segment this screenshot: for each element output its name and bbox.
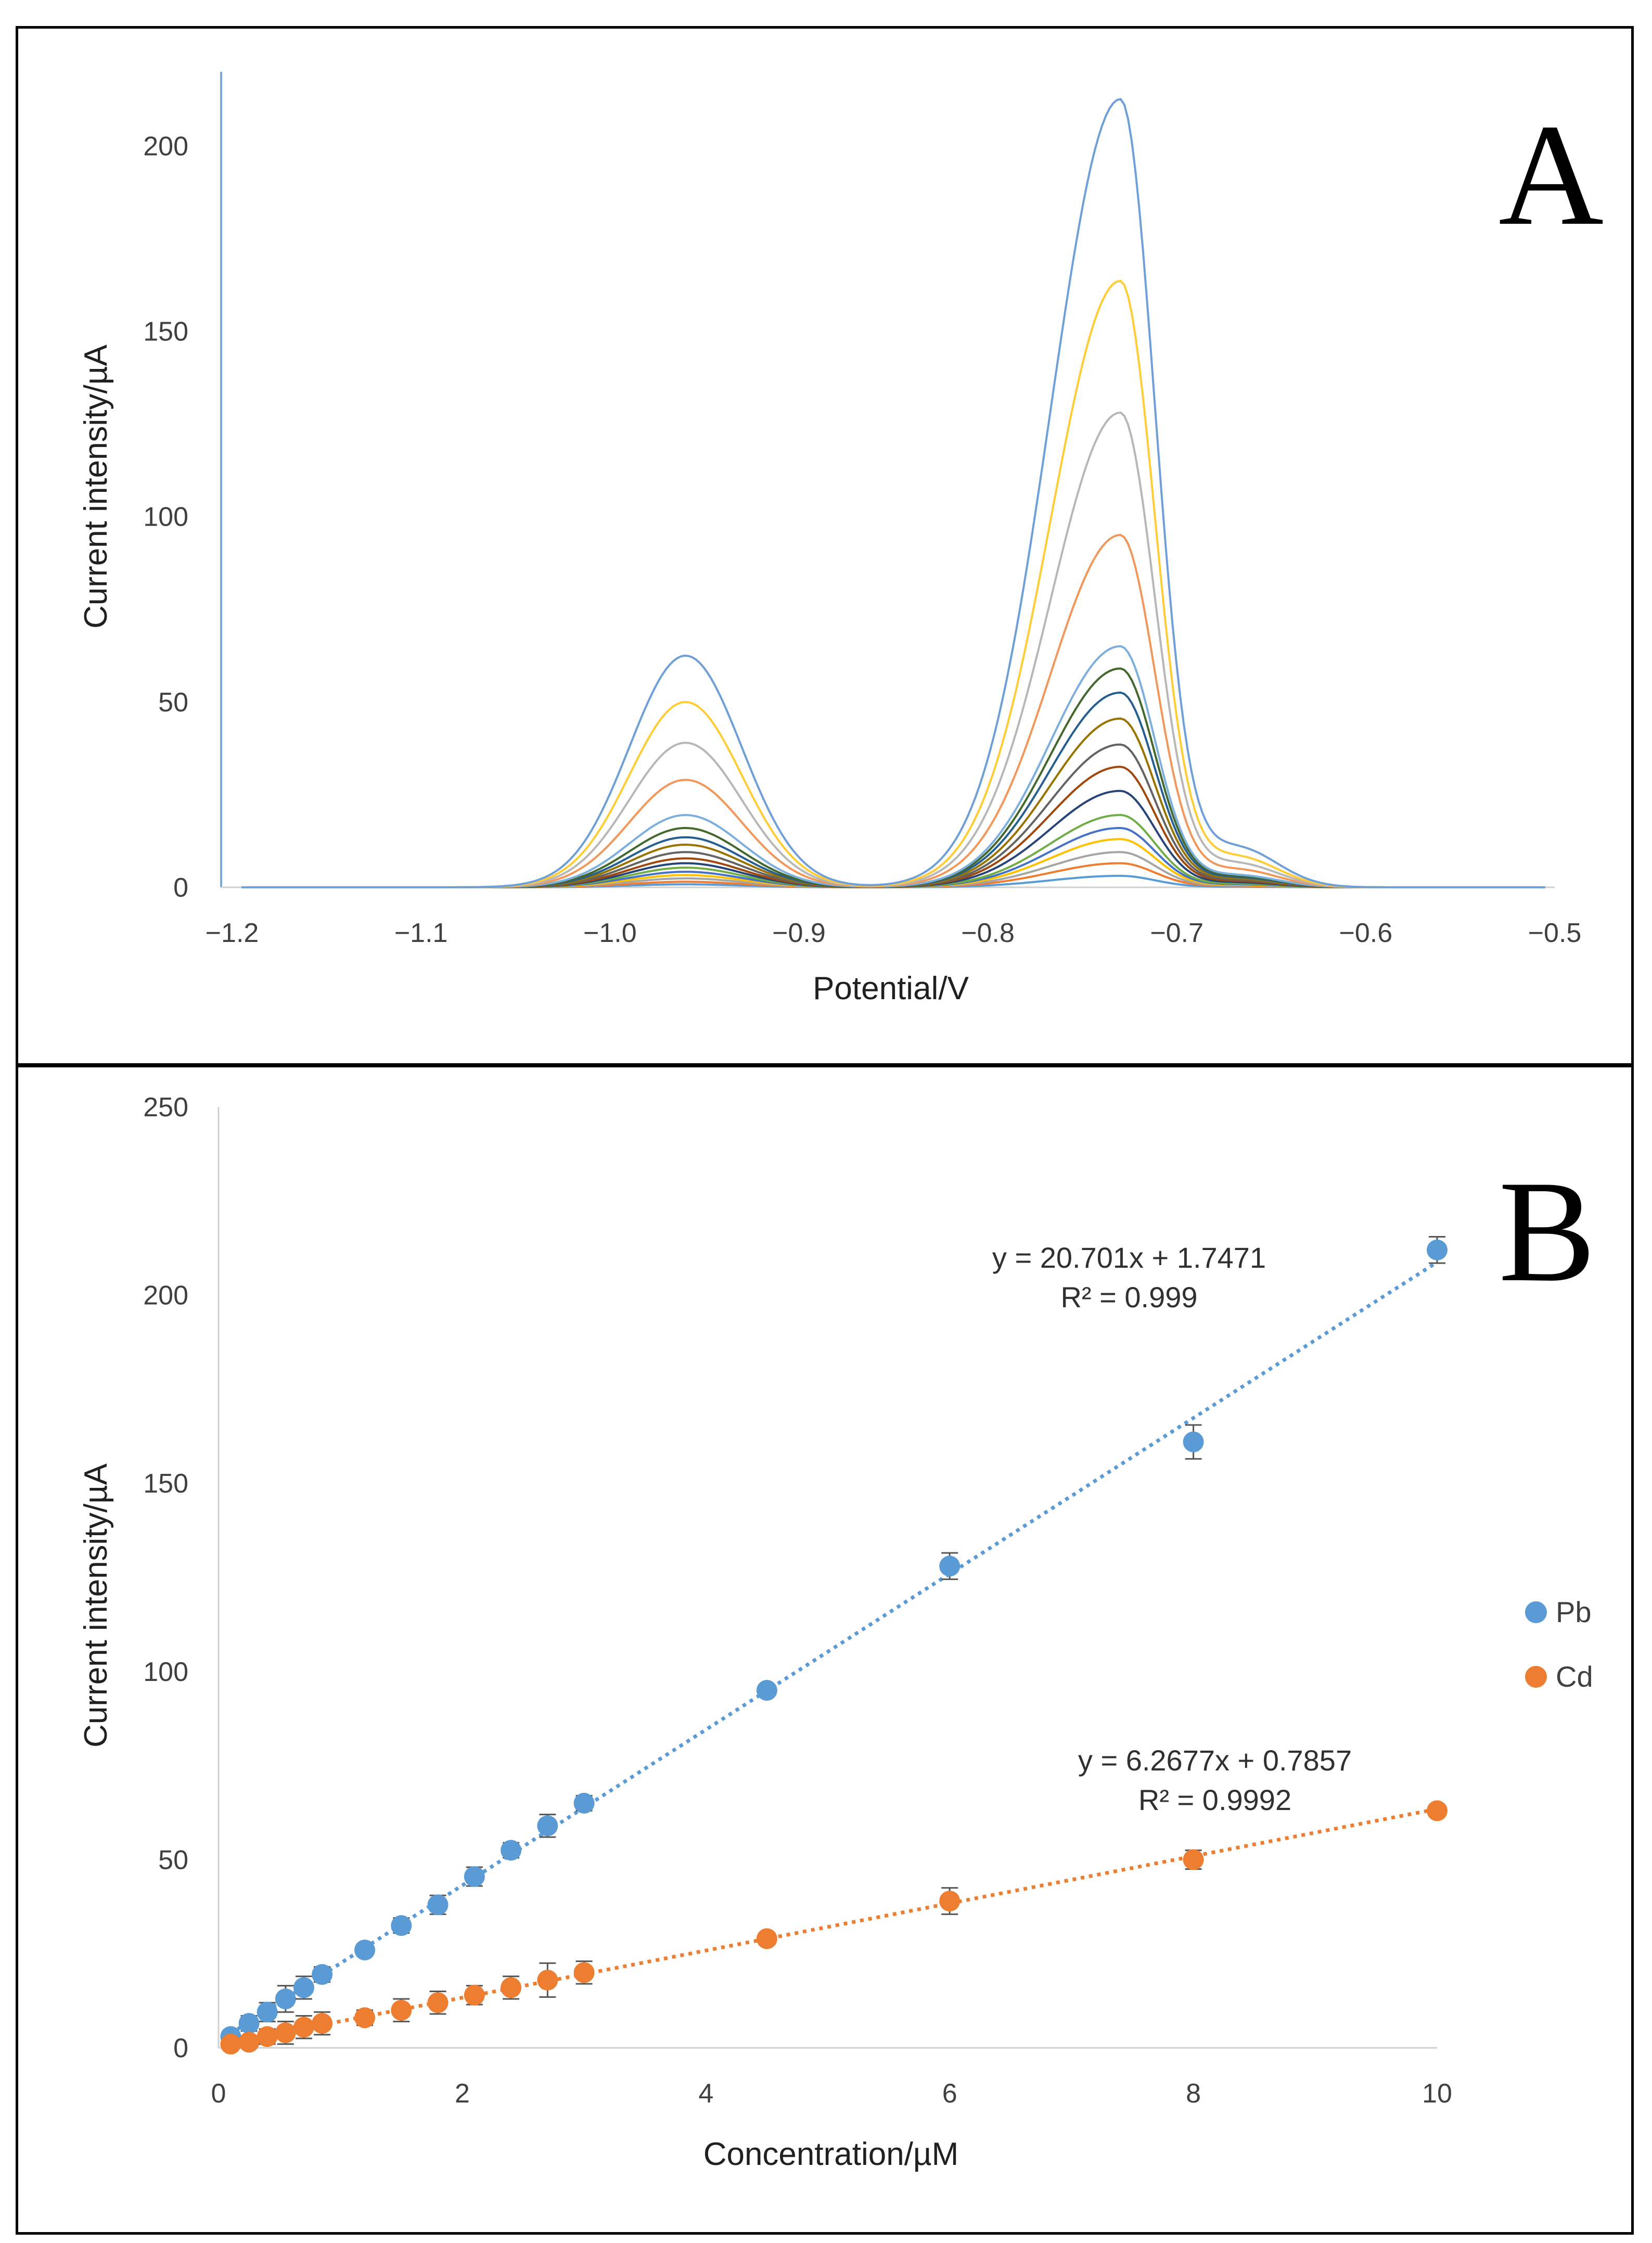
legend-cd-marker (1525, 1666, 1547, 1688)
panel-a-frame (16, 26, 1634, 1066)
cd-point (501, 1977, 522, 1998)
panel-a-y-tick-label: 50 (158, 687, 188, 718)
pb-point (573, 1792, 595, 1814)
panel-a-curve-s9 (241, 743, 1545, 888)
pb-point (312, 1964, 333, 1985)
panel-a-x-tick-label: −1.1 (394, 918, 448, 948)
cd-point (537, 1969, 558, 1991)
panel-a-curve-s6 (241, 813, 1545, 888)
cd-point (220, 2033, 241, 2055)
cd-trendline (230, 1807, 1438, 2045)
pb-point (501, 1840, 522, 1861)
cd-point (939, 1890, 961, 1911)
pb-fit-r2: R² = 0.999 (1060, 1281, 1197, 1314)
panel-a-x-axis-title: Potential/V (813, 971, 969, 1006)
panel-a-y-tick-label: 200 (143, 131, 188, 161)
panel-a-curve-s5 (241, 826, 1545, 888)
pb-point (293, 1977, 314, 1998)
pb-point (464, 1866, 485, 1887)
panel-b-y-tick-label: 50 (158, 1845, 188, 1875)
panel-b-y-axis-title: Current intensity/µA (78, 1463, 114, 1748)
cd-point (293, 2017, 314, 2038)
pb-point (1427, 1239, 1448, 1260)
cd-fit-equation: y = 6.2677x + 0.7857 (1078, 1744, 1352, 1777)
panel-b-letter: B (1499, 1150, 1596, 1312)
panel-b-y-tick-label: 250 (143, 1092, 188, 1123)
pb-point (756, 1679, 777, 1701)
panel-b-x-tick-label: 0 (211, 2079, 226, 2109)
legend-pb-label: Pb (1556, 1596, 1592, 1628)
panel-b-x-tick-label: 8 (1186, 2079, 1201, 2109)
legend-pb-marker (1525, 1601, 1547, 1623)
cd-point (756, 1928, 777, 1949)
panel-b-y-tick-label: 100 (143, 1657, 188, 1687)
panel-a-curve-s13 (241, 645, 1545, 888)
panel-a-curve-s12 (241, 667, 1545, 888)
cd-point (354, 2007, 376, 2029)
panel-a-x-tick-label: −0.6 (1339, 918, 1393, 948)
cd-fit-r2: R² = 0.9992 (1138, 1783, 1291, 1816)
panel-a-curve-s16 (241, 279, 1545, 888)
panel-a-curve-s11 (241, 691, 1545, 888)
panel-a-x-tick-label: −0.7 (1150, 918, 1203, 948)
cd-point (391, 1999, 412, 2021)
pb-point (537, 1815, 558, 1837)
cd-point (1427, 1800, 1448, 1821)
panel-a-curve-s10 (241, 717, 1545, 888)
cd-point (427, 1992, 449, 2013)
panel-a-curve-s3 (241, 851, 1545, 888)
panel-a-x-tick-label: −0.5 (1528, 918, 1582, 948)
panel-b-x-tick-label: 6 (942, 2079, 957, 2109)
pb-point (238, 2012, 260, 2034)
panel-a-x-tick-label: −0.9 (772, 918, 826, 948)
panel-a-curve-s7 (241, 789, 1545, 888)
cd-point (1183, 1849, 1204, 1870)
pb-trendline (229, 1260, 1438, 2035)
panel-a-curve-s14 (241, 533, 1545, 888)
panel-b-x-axis-title: Concentration/µM (703, 2136, 959, 2172)
panel-a-x-tick-label: −0.8 (961, 918, 1015, 948)
panel-a-curve-s8 (241, 766, 1545, 888)
panel-b-y-tick-label: 0 (173, 2033, 188, 2063)
panel-a-curve-s15 (241, 411, 1545, 888)
pb-point (939, 1556, 961, 1577)
panel-a-y-axis-title: Current intensity/µA (78, 345, 114, 629)
cd-point (257, 2026, 278, 2047)
cd-point (275, 2022, 296, 2044)
panel-b-y-tick-label: 150 (143, 1469, 188, 1499)
legend-cd-label: Cd (1556, 1660, 1593, 1693)
pb-point (391, 1915, 412, 1936)
panel-a-curve-s4 (241, 838, 1545, 888)
pb-point (354, 1939, 376, 1960)
panel-a-y-tick-label: 0 (173, 873, 188, 903)
pb-point (257, 2002, 278, 2023)
panel-a-x-tick-label: −1.2 (206, 918, 259, 948)
panel-b-x-tick-label: 2 (455, 2079, 470, 2109)
panel-a-curve-s17 (241, 98, 1545, 888)
panel-b-x-tick-label: 10 (1422, 2079, 1452, 2109)
panel-b-x-tick-label: 4 (698, 2079, 713, 2109)
cd-point (312, 2012, 333, 2034)
cd-point (573, 1962, 595, 1983)
pb-fit-equation: y = 20.701x + 1.7471 (992, 1241, 1266, 1274)
panel-a-y-tick-label: 150 (143, 317, 188, 347)
panel-b-y-tick-label: 200 (143, 1281, 188, 1311)
cd-point (464, 1984, 485, 2006)
panel-a-x-tick-label: −1.0 (583, 918, 637, 948)
cd-point (238, 2032, 260, 2053)
panel-a-letter: A (1499, 94, 1604, 256)
pb-point (275, 1988, 296, 2009)
panel-a-y-tick-label: 100 (143, 502, 188, 532)
pb-point (427, 1894, 449, 1916)
pb-point (1183, 1431, 1204, 1452)
